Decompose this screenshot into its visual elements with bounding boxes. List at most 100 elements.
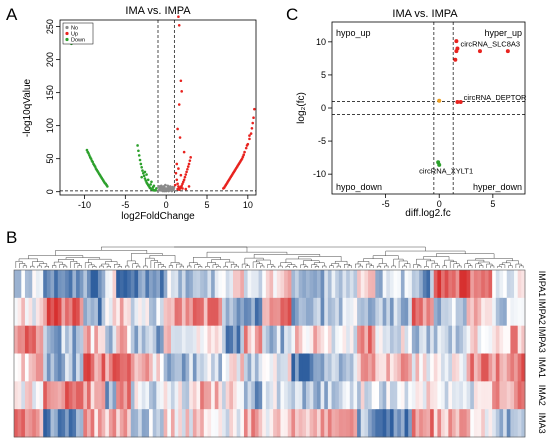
dendrogram-branch (59, 264, 66, 268)
heatmap-cell (309, 325, 314, 354)
heatmap-cell (65, 270, 70, 299)
heatmap-cell (433, 297, 438, 327)
heatmap-cell (408, 297, 413, 327)
point-up (177, 188, 181, 192)
heatmap-cell (411, 353, 416, 382)
heatmap-cell (203, 270, 208, 299)
heatmap-cell (273, 409, 278, 438)
heatmap-cell (419, 270, 424, 299)
heatmap-row-label: IMA2 (537, 385, 547, 406)
heatmap-cell (276, 270, 281, 299)
heatmap-cell (211, 353, 216, 382)
point-up (176, 182, 179, 186)
point-down (154, 189, 157, 192)
heatmap-cell (90, 297, 95, 327)
heatmap-cell (386, 381, 391, 410)
heatmap-cell (335, 297, 340, 327)
point-red (505, 49, 510, 54)
heatmap-cell (17, 381, 22, 410)
heatmap-cell (262, 270, 267, 299)
heatmap-cell (185, 270, 190, 299)
heatmap-cell (462, 353, 467, 382)
heatmap-cell (211, 381, 216, 410)
heatmap-cell (170, 297, 175, 327)
heatmap-cell (112, 325, 117, 354)
heatmap-cell (127, 270, 132, 299)
heatmap-cell (273, 353, 278, 382)
point-up (177, 167, 180, 170)
heatmap-cell (353, 270, 358, 299)
heatmap-cell (149, 381, 154, 410)
heatmap-cell (141, 353, 146, 382)
heatmap-cell (76, 325, 81, 354)
legend-up-marker (65, 31, 69, 36)
heatmap-cell (174, 409, 179, 438)
heatmap-cell (32, 297, 37, 327)
heatmap-cell (262, 297, 267, 327)
heatmap-cell (24, 381, 29, 410)
heatmap-cell (163, 353, 168, 382)
dendrogram-branch (363, 258, 383, 264)
heatmap-cell (65, 297, 70, 327)
dendrogram-branch (256, 259, 271, 265)
heatmap-cell (364, 297, 369, 327)
heatmap-cell (510, 270, 515, 299)
point-no (171, 185, 174, 189)
point-down (138, 158, 142, 162)
heatmap-cell (185, 353, 190, 382)
heatmap-cell (185, 325, 190, 354)
heatmap-cell (94, 409, 99, 438)
heatmap-cell (389, 297, 394, 327)
heatmap-cell (411, 270, 416, 299)
dendrogram-branch (37, 265, 42, 268)
heatmap-cell (76, 409, 81, 438)
heatmap-cell (236, 381, 241, 410)
heatmap-cell (357, 270, 362, 299)
heatmap-cell (123, 381, 128, 410)
heatmap-cell (368, 270, 373, 299)
heatmap-cell (101, 270, 106, 299)
heatmap-cell (499, 297, 504, 327)
heatmap-cell (466, 325, 471, 354)
heatmap-cell (433, 270, 438, 299)
heatmap-cell (119, 409, 124, 438)
heatmap-cell (247, 297, 252, 327)
dendrogram-branch (287, 264, 296, 267)
heatmap-cell (386, 297, 391, 327)
heatmap-cell (214, 409, 219, 438)
heatmap-cell (473, 409, 478, 438)
heatmap-cell (68, 353, 73, 382)
heatmap-cell (149, 270, 154, 299)
heatmap-cell (375, 297, 380, 327)
heatmap-cell (287, 297, 292, 327)
heatmap-cell (444, 270, 449, 299)
heatmap-cell (76, 353, 81, 382)
dendrogram-branch (358, 265, 363, 268)
heatmap-cell (32, 409, 37, 438)
heatmap-cell (510, 353, 515, 382)
x-tick-label: -5 (382, 199, 390, 209)
heatmap-cell (119, 297, 124, 327)
point-red (454, 49, 459, 54)
heatmap-cell (291, 409, 296, 438)
point-up (181, 182, 184, 186)
panel-b-letter: B (6, 228, 17, 247)
heatmap-cell (262, 409, 267, 438)
dendrogram-branch (501, 262, 511, 266)
dendrogram-branch (442, 265, 447, 268)
heatmap-cell (499, 409, 504, 438)
heatmap-cell (269, 353, 274, 382)
heatmap-cell (302, 325, 307, 354)
heatmap-cell (247, 353, 252, 382)
heatmap-cell (284, 325, 289, 354)
heatmap-cell (455, 270, 460, 299)
heatmap-cell (163, 381, 168, 410)
heatmap-cell (316, 353, 321, 382)
heatmap-cell (276, 353, 281, 382)
heatmap-cell (108, 353, 113, 382)
heatmap-cell (94, 353, 99, 382)
dendrogram-branch (372, 255, 399, 260)
dendrogram-branch (435, 265, 440, 268)
heatmap-cell (72, 353, 77, 382)
